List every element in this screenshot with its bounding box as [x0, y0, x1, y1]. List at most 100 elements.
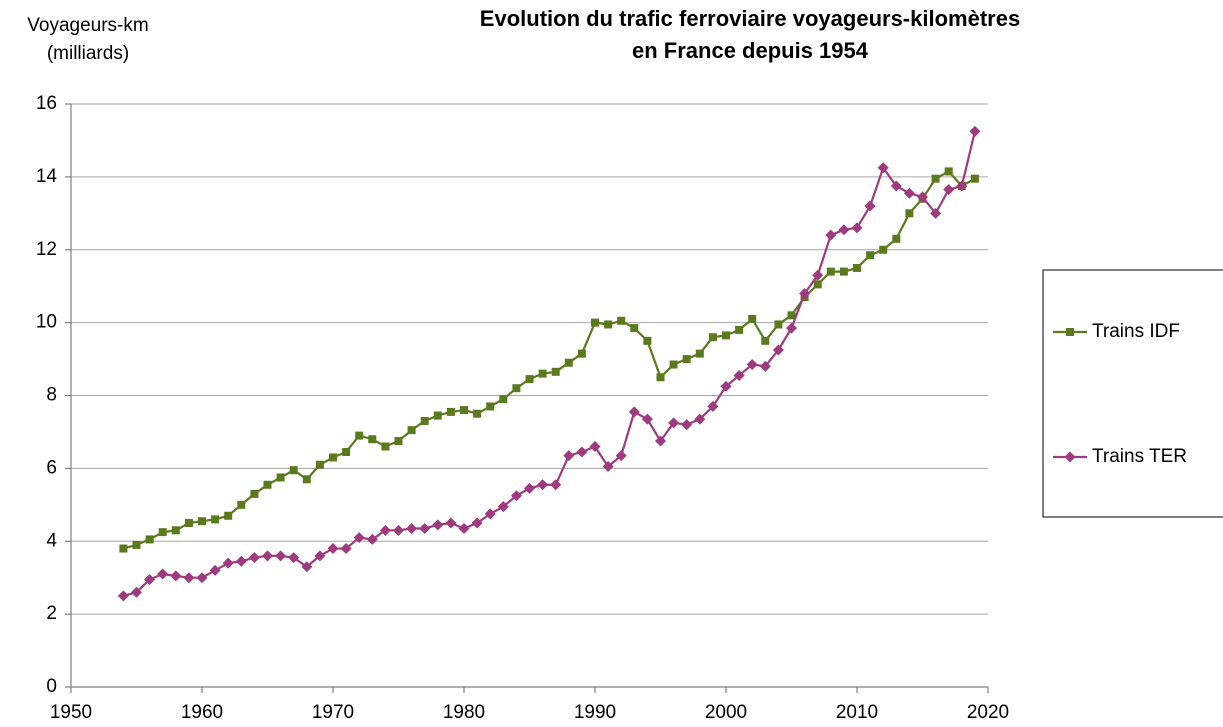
- series-line: [123, 131, 976, 597]
- data-point: [733, 369, 745, 381]
- data-point: [759, 360, 771, 372]
- data-point: [132, 540, 141, 549]
- data-point: [237, 500, 246, 509]
- data-point: [117, 590, 129, 602]
- data-point: [209, 564, 221, 576]
- data-point: [694, 413, 706, 425]
- data-point: [615, 450, 627, 462]
- x-tick-label: 2020: [967, 702, 1009, 723]
- data-point: [930, 207, 942, 219]
- data-point: [432, 519, 444, 531]
- x-tick-label: 2010: [836, 702, 878, 723]
- data-point: [366, 533, 378, 545]
- data-point: [564, 358, 573, 367]
- data-point: [826, 267, 835, 276]
- data-point: [576, 446, 588, 458]
- x-tick-label: 1980: [443, 702, 485, 723]
- data-point: [196, 572, 208, 584]
- data-point: [198, 517, 206, 526]
- data-point: [761, 336, 770, 345]
- data-point: [589, 441, 601, 453]
- data-point: [353, 532, 365, 544]
- data-point: [170, 570, 182, 582]
- data-point: [301, 561, 313, 573]
- data-point: [628, 406, 640, 418]
- data-point: [263, 480, 272, 489]
- data-point: [655, 435, 666, 447]
- data-point: [393, 524, 404, 536]
- data-point: [969, 125, 981, 137]
- y-tick-label: 12: [36, 239, 57, 260]
- data-point: [211, 515, 220, 524]
- data-point: [276, 473, 285, 482]
- data-point: [484, 508, 496, 520]
- data-point: [866, 251, 875, 260]
- chart-title: Evolution du trafic ferroviaire voyageur…: [480, 6, 1020, 31]
- data-point: [119, 544, 128, 553]
- legend-marker: [1066, 328, 1074, 336]
- data-point: [302, 475, 311, 484]
- data-point: [748, 314, 757, 323]
- data-point: [184, 519, 193, 528]
- data-point: [340, 543, 352, 555]
- y-tick-label: 14: [36, 166, 58, 187]
- data-point: [235, 555, 247, 567]
- data-point: [851, 222, 863, 234]
- data-point: [379, 524, 391, 536]
- data-point: [224, 511, 233, 520]
- data-point: [970, 174, 979, 183]
- data-point: [787, 311, 796, 320]
- data-point: [262, 550, 273, 562]
- data-point: [131, 586, 142, 598]
- data-point: [342, 447, 351, 456]
- data-point: [877, 162, 889, 174]
- data-point: [630, 324, 639, 333]
- data-point: [525, 375, 534, 384]
- data-point: [708, 333, 717, 342]
- data-point: [746, 359, 758, 371]
- data-point: [222, 557, 234, 569]
- data-point: [157, 568, 169, 580]
- data-point: [707, 400, 719, 412]
- data-point: [813, 280, 822, 289]
- data-point: [602, 461, 614, 473]
- data-point: [419, 522, 431, 534]
- data-point: [772, 344, 784, 356]
- data-point: [577, 349, 586, 358]
- data-point: [420, 417, 429, 426]
- data-point: [458, 522, 470, 534]
- y-tick-label: 10: [36, 312, 57, 333]
- x-tick-label: 1960: [181, 702, 223, 723]
- data-point: [158, 528, 167, 537]
- data-point: [407, 426, 416, 435]
- data-point: [786, 322, 797, 334]
- data-point: [183, 572, 195, 584]
- data-point: [682, 355, 691, 364]
- data-point: [144, 574, 156, 586]
- data-point: [248, 552, 260, 564]
- x-tick-label: 1950: [50, 702, 92, 723]
- data-point: [944, 167, 953, 176]
- y-tick-label: 0: [46, 676, 57, 697]
- data-point: [171, 526, 180, 535]
- data-point: [656, 373, 665, 382]
- x-tick-label: 1990: [574, 702, 616, 723]
- data-point: [329, 453, 337, 462]
- data-point: [917, 191, 928, 203]
- data-point: [892, 234, 901, 243]
- data-point: [720, 380, 732, 392]
- data-point: [512, 384, 521, 393]
- data-point: [538, 369, 547, 378]
- data-point: [433, 411, 442, 420]
- data-point: [839, 267, 848, 276]
- data-point: [890, 180, 902, 192]
- data-point: [617, 316, 626, 325]
- data-point: [471, 517, 483, 529]
- data-point: [879, 245, 888, 254]
- data-point: [722, 331, 730, 340]
- data-point: [864, 200, 876, 212]
- data-point: [774, 320, 783, 329]
- legend-label: Trains IDF: [1092, 321, 1180, 342]
- chart-title: en France depuis 1954: [632, 38, 869, 63]
- y-tick-label: 8: [46, 385, 57, 406]
